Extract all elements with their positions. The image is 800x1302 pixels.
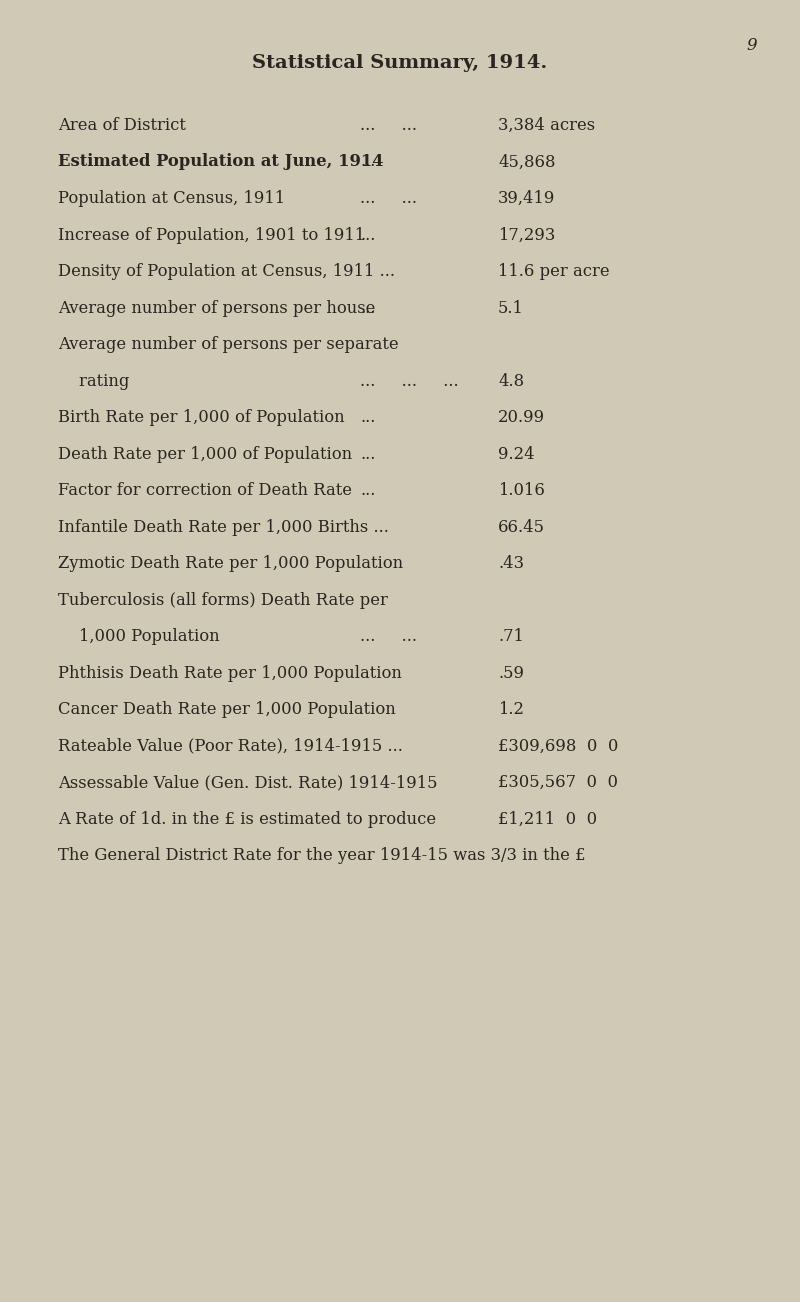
- Text: ...     ...: ... ...: [360, 117, 417, 134]
- Text: 17,293: 17,293: [498, 227, 555, 243]
- Text: ...: ...: [360, 445, 375, 462]
- Text: 66.45: 66.45: [498, 518, 545, 535]
- Text: Average number of persons per separate: Average number of persons per separate: [58, 336, 398, 353]
- Text: Infantile Death Rate per 1,000 Births ...: Infantile Death Rate per 1,000 Births ..…: [58, 518, 389, 535]
- Text: Statistical Summary, 1914.: Statistical Summary, 1914.: [252, 53, 548, 72]
- Text: 3,384 acres: 3,384 acres: [498, 117, 595, 134]
- Text: ...     ...: ... ...: [360, 628, 417, 644]
- Text: Cancer Death Rate per 1,000 Population: Cancer Death Rate per 1,000 Population: [58, 700, 396, 717]
- Text: Increase of Population, 1901 to 1911: Increase of Population, 1901 to 1911: [58, 227, 365, 243]
- Text: .43: .43: [498, 555, 524, 572]
- Text: £309,698  0  0: £309,698 0 0: [498, 737, 618, 754]
- Text: Assessable Value (Gen. Dist. Rate) 1914-1915: Assessable Value (Gen. Dist. Rate) 1914-…: [58, 773, 438, 792]
- Text: £305,567  0  0: £305,567 0 0: [498, 773, 618, 792]
- Text: Birth Rate per 1,000 of Population: Birth Rate per 1,000 of Population: [58, 409, 345, 426]
- Text: 1.2: 1.2: [498, 700, 524, 717]
- Text: The General District Rate for the year 1914-15 was 3/3 in the £: The General District Rate for the year 1…: [58, 848, 586, 865]
- Text: rating: rating: [58, 372, 130, 389]
- Text: 9.24: 9.24: [498, 445, 534, 462]
- Text: 5.1: 5.1: [498, 299, 524, 316]
- Text: 9: 9: [746, 36, 758, 53]
- Text: Area of District: Area of District: [58, 117, 186, 134]
- Text: 39,419: 39,419: [498, 190, 555, 207]
- Text: .71: .71: [498, 628, 524, 644]
- Text: £1,211  0  0: £1,211 0 0: [498, 811, 597, 828]
- Text: ...: ...: [360, 227, 375, 243]
- Text: 20.99: 20.99: [498, 409, 545, 426]
- Text: Rateable Value (Poor Rate), 1914-1915 ...: Rateable Value (Poor Rate), 1914-1915 ..…: [58, 737, 403, 754]
- Text: ...: ...: [360, 154, 375, 171]
- Text: Phthisis Death Rate per 1,000 Population: Phthisis Death Rate per 1,000 Population: [58, 664, 402, 681]
- Text: Population at Census, 1911: Population at Census, 1911: [58, 190, 285, 207]
- Text: ...: ...: [360, 482, 375, 499]
- Text: Tuberculosis (all forms) Death Rate per: Tuberculosis (all forms) Death Rate per: [58, 591, 388, 608]
- Text: Death Rate per 1,000 of Population: Death Rate per 1,000 of Population: [58, 445, 352, 462]
- Text: ...     ...     ...: ... ... ...: [360, 372, 458, 389]
- Text: ...: ...: [360, 299, 375, 316]
- Text: 4.8: 4.8: [498, 372, 524, 389]
- Text: 1.016: 1.016: [498, 482, 545, 499]
- Text: ...     ...: ... ...: [360, 190, 417, 207]
- Text: A Rate of 1d. in the £ is estimated to produce: A Rate of 1d. in the £ is estimated to p…: [58, 811, 436, 828]
- Text: Factor for correction of Death Rate: Factor for correction of Death Rate: [58, 482, 352, 499]
- Text: Estimated Population at June, 1914: Estimated Population at June, 1914: [58, 154, 383, 171]
- Text: Average number of persons per house: Average number of persons per house: [58, 299, 375, 316]
- Text: Density of Population at Census, 1911 ...: Density of Population at Census, 1911 ..…: [58, 263, 395, 280]
- Text: .59: .59: [498, 664, 524, 681]
- Text: 1,000 Population: 1,000 Population: [58, 628, 220, 644]
- Text: 11.6 per acre: 11.6 per acre: [498, 263, 610, 280]
- Text: Zymotic Death Rate per 1,000 Population: Zymotic Death Rate per 1,000 Population: [58, 555, 403, 572]
- Text: ...: ...: [360, 409, 375, 426]
- Text: 45,868: 45,868: [498, 154, 555, 171]
